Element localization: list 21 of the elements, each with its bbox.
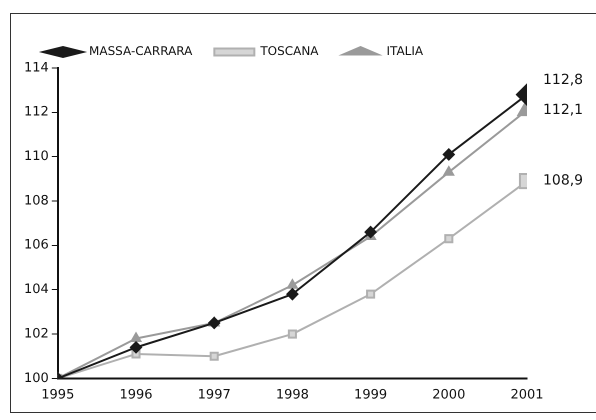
y-tick-label: 110 [24, 149, 49, 164]
data-label: 112,1 [543, 102, 584, 118]
legend-label: MASSA-CARRARA [89, 44, 194, 58]
legend-label: TOSCANA [259, 44, 320, 58]
x-tick-label: 1997 [198, 388, 231, 403]
y-tick-label: 112 [24, 104, 49, 120]
legend-label: ITALIA [386, 44, 424, 58]
y-tick-label: 106 [24, 238, 49, 253]
x-tick-label: 2001 [510, 388, 544, 403]
x-tick-label: 1995 [41, 388, 74, 403]
x-tick-label: 1998 [276, 388, 309, 403]
data-label: 108,9 [543, 172, 584, 189]
data-label: 112,8 [543, 72, 584, 88]
x-tick-label: 1996 [119, 388, 153, 403]
y-tick-label: 114 [24, 60, 49, 76]
y-tick-label: 100 [24, 370, 49, 386]
y-tick-label: 104 [24, 282, 49, 298]
x-tick-label: 1999 [354, 388, 388, 403]
x-tick-label: 2000 [432, 388, 466, 403]
y-tick-label: 102 [24, 326, 49, 342]
y-tick-label: 108 [24, 193, 49, 208]
